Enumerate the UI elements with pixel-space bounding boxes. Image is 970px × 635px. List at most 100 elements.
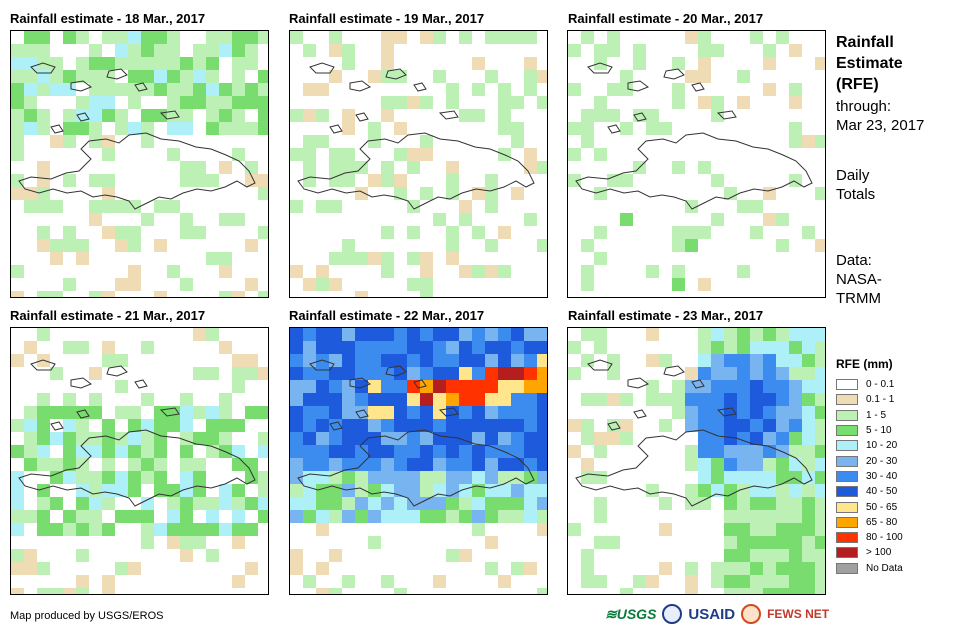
rainfall-cell <box>789 458 802 471</box>
rainfall-cell <box>342 367 355 380</box>
island-coastline <box>76 112 90 122</box>
rainfall-cell <box>219 432 232 445</box>
rainfall-cell <box>102 200 115 213</box>
rainfall-cell <box>316 458 329 471</box>
rainfall-cell <box>420 484 433 497</box>
rainfall-cell <box>737 536 750 549</box>
rainfall-cell <box>459 380 472 393</box>
rainfall-cell <box>89 57 102 70</box>
rainfall-cell <box>258 432 268 445</box>
rainfall-cell <box>672 265 685 278</box>
rainfall-cell <box>659 393 672 406</box>
rainfall-cell <box>342 174 355 187</box>
rainfall-cell <box>342 109 355 122</box>
rainfall-cell <box>511 328 524 341</box>
rainfall-cell <box>167 70 180 83</box>
rainfall-cell <box>180 523 193 536</box>
island-coastline <box>70 80 93 92</box>
rainfall-cell <box>815 510 825 523</box>
rainfall-cell <box>245 523 258 536</box>
island-coastline <box>633 112 647 122</box>
rainfall-cell <box>167 31 180 44</box>
rainfall-cell <box>303 83 316 96</box>
rainfall-cell <box>802 393 815 406</box>
rainfall-cell <box>724 328 737 341</box>
rainfall-cell <box>24 31 37 44</box>
rainfall-cell <box>102 575 115 588</box>
rainfall-cell <box>76 57 89 70</box>
rainfall-cell <box>258 96 268 109</box>
rainfall-cell <box>485 367 498 380</box>
rainfall-cell <box>37 70 50 83</box>
rainfall-cell <box>511 432 524 445</box>
rainfall-cell <box>342 406 355 419</box>
rainfall-cell <box>102 419 115 432</box>
rainfall-cell <box>802 445 815 458</box>
rainfall-cell <box>76 523 89 536</box>
rainfall-cell <box>511 445 524 458</box>
rainfall-cell <box>128 562 141 575</box>
rainfall-cell <box>37 458 50 471</box>
island-coastline <box>627 80 650 92</box>
rainfall-cell <box>433 458 446 471</box>
hispaniola-coastline <box>18 132 256 210</box>
rainfall-cell <box>50 432 63 445</box>
rainfall-cell <box>11 122 24 135</box>
legend-item: 0 - 0.1 <box>836 377 903 392</box>
rainfall-cell <box>433 575 446 588</box>
rainfall-cell <box>802 536 815 549</box>
legend-swatch <box>836 379 858 391</box>
rainfall-cell <box>420 31 433 44</box>
rainfall-cell <box>154 484 167 497</box>
legend-item: 40 - 50 <box>836 484 903 499</box>
rainfall-cell <box>776 239 789 252</box>
rainfall-cell <box>141 57 154 70</box>
rainfall-cell <box>776 523 789 536</box>
rainfall-cell <box>607 536 620 549</box>
rainfall-cell <box>724 432 737 445</box>
rainfall-cell <box>381 44 394 57</box>
rainfall-cell <box>11 562 24 575</box>
rainfall-cell <box>290 148 303 161</box>
rainfall-cell <box>620 213 633 226</box>
rainfall-cell <box>141 445 154 458</box>
hispaniola-coastline <box>297 132 535 210</box>
rainfall-cell <box>342 44 355 57</box>
rainfall-cell <box>24 341 37 354</box>
rainfall-cell <box>37 393 50 406</box>
rainfall-cell <box>459 484 472 497</box>
rainfall-cell <box>180 445 193 458</box>
rainfall-cell <box>485 174 498 187</box>
rainfall-cell <box>180 96 193 109</box>
rainfall-cell <box>316 562 329 575</box>
rainfall-cell <box>802 367 815 380</box>
rainfall-cell <box>737 406 750 419</box>
rainfall-cell <box>141 31 154 44</box>
rainfall-cell <box>698 393 711 406</box>
rainfall-cell <box>24 458 37 471</box>
rainfall-cell <box>420 341 433 354</box>
rainfall-cell <box>316 497 329 510</box>
rainfall-cell <box>394 148 407 161</box>
hispaniola-coastline <box>18 429 256 507</box>
rainfall-cell <box>63 588 76 594</box>
rainfall-cell <box>485 341 498 354</box>
rainfall-cell <box>524 341 537 354</box>
rainfall-cell <box>141 432 154 445</box>
rainfall-cell <box>316 393 329 406</box>
rainfall-cell <box>206 57 219 70</box>
rainfall-cell <box>102 523 115 536</box>
rainfall-cell <box>381 174 394 187</box>
rainfall-cell <box>11 549 24 562</box>
rainfall-cell <box>737 549 750 562</box>
rainfall-cell <box>407 341 420 354</box>
rainfall-cell <box>672 380 685 393</box>
rainfall-cell <box>11 354 24 367</box>
rainfall-cell <box>698 458 711 471</box>
rainfall-cell <box>89 109 102 122</box>
rainfall-cell <box>750 328 763 341</box>
rainfall-cell <box>128 57 141 70</box>
rainfall-cell <box>407 354 420 367</box>
rainfall-cell <box>776 588 789 594</box>
rainfall-cell <box>568 445 581 458</box>
